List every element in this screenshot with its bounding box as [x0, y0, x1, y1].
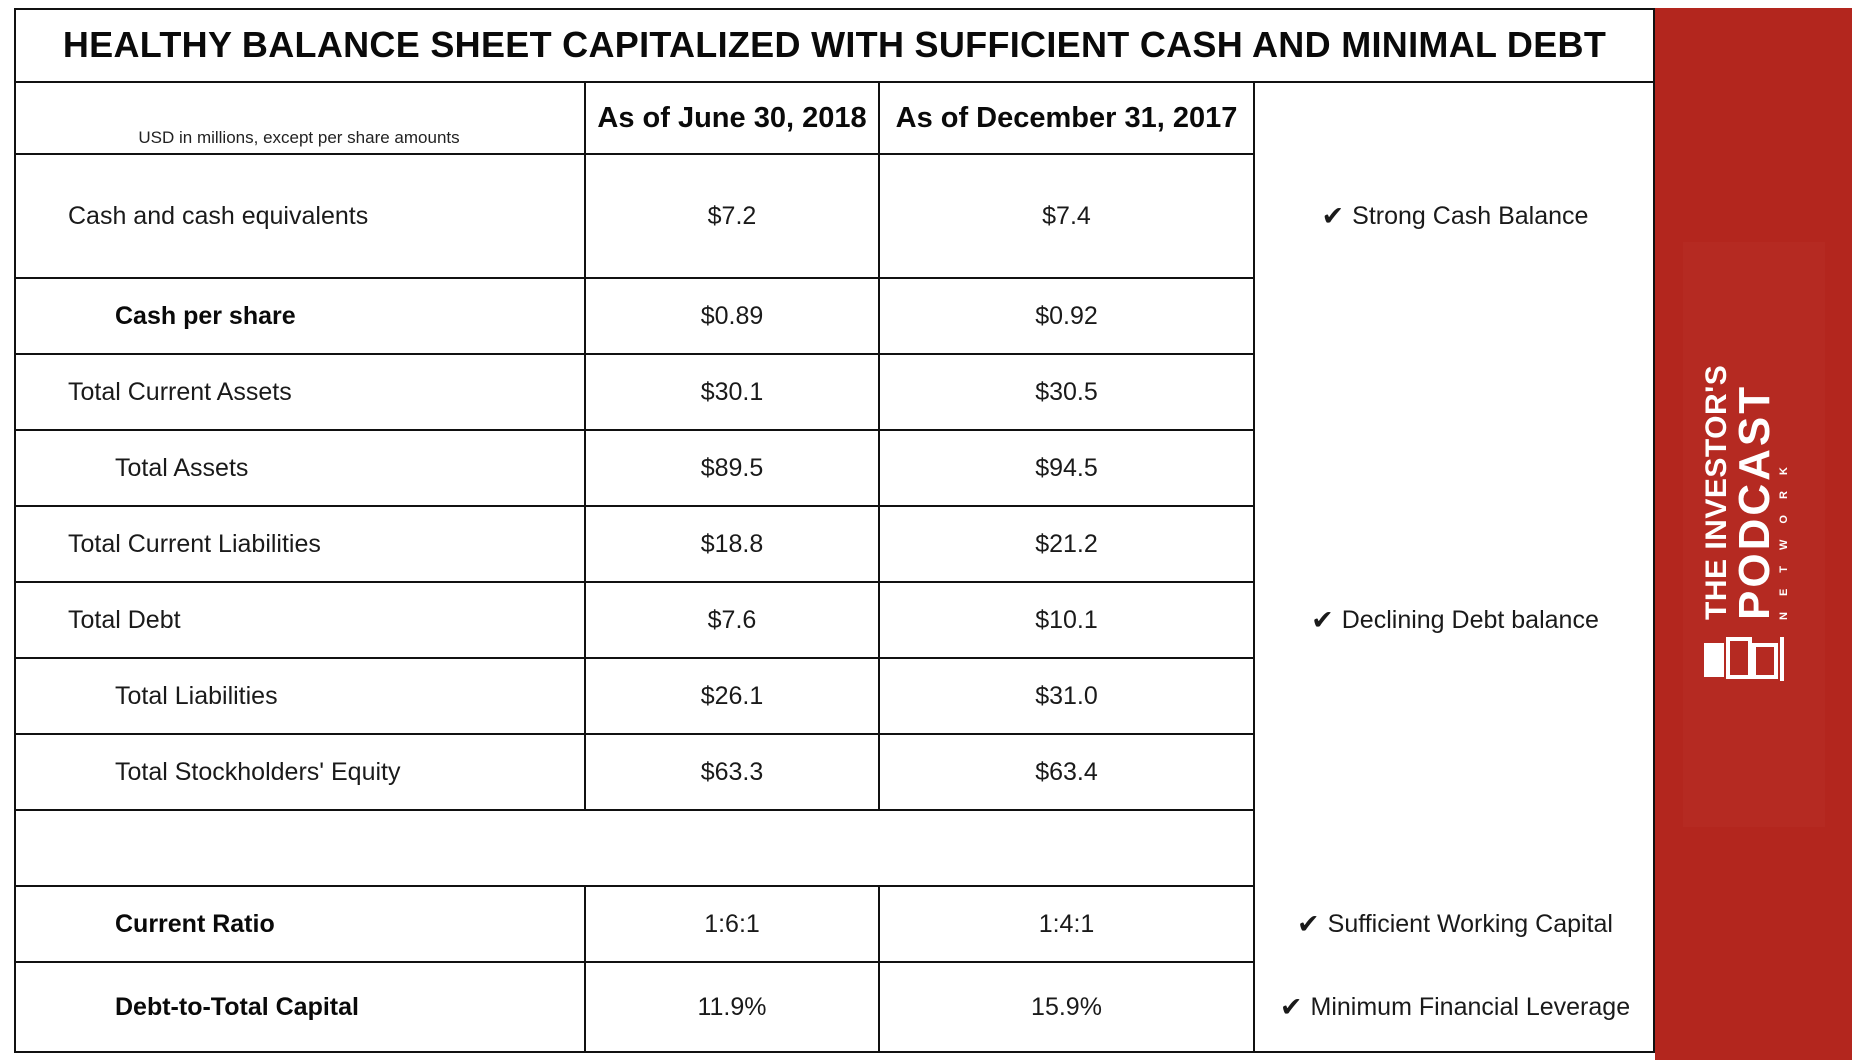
row-value-2017: $31.0 [1035, 681, 1098, 710]
row-value-2017: 15.9% [1031, 992, 1102, 1021]
column-header-june-2018: As of June 30, 2018 [597, 101, 867, 134]
row-value-2017: $7.4 [1042, 201, 1091, 230]
row-value-2018: $18.8 [700, 529, 764, 558]
note-text: Strong Cash Balance [1352, 201, 1589, 230]
row-value-2017: $63.4 [1035, 757, 1098, 786]
checkmark-icon: ✔ [1297, 908, 1320, 939]
row-divider [14, 429, 1255, 431]
row-value-2018: $63.3 [700, 757, 764, 786]
row-label: Total Stockholders' Equity [115, 757, 401, 786]
row-divider [14, 581, 1255, 583]
row-divider [14, 961, 1255, 963]
brand-line-2: PODCAST [1730, 383, 1779, 620]
note-text: Minimum Financial Leverage [1310, 992, 1631, 1021]
table-title: HEALTHY BALANCE SHEET CAPITALIZED WITH S… [62, 24, 1607, 65]
brand-line-1: THE INVESTOR'S [1700, 364, 1733, 620]
row-value-2018: $30.1 [700, 377, 764, 406]
row-label: Total Current Assets [68, 377, 292, 406]
podcast-logo-icon [1704, 637, 1784, 681]
row-divider [14, 733, 1255, 735]
row-divider [14, 885, 1255, 887]
row-value-2018: $89.5 [700, 453, 764, 482]
note-text: Declining Debt balance [1341, 605, 1599, 634]
row-value-2017: $94.5 [1035, 453, 1098, 482]
checkmark-icon: ✔ [1279, 991, 1303, 1022]
row-value-2017: 1:4:1 [1038, 909, 1095, 938]
column-divider [584, 885, 586, 1053]
units-note: USD in millions, except per share amount… [138, 128, 460, 147]
row-label: Debt-to-Total Capital [115, 992, 359, 1021]
row-value-2018: 11.9% [697, 992, 767, 1021]
row-value-2018: $26.1 [700, 681, 764, 710]
row-divider [14, 657, 1255, 659]
header-divider [14, 153, 1255, 155]
row-value-2018: $7.2 [707, 201, 757, 230]
brand-panel [1655, 8, 1852, 1060]
column-divider [878, 81, 880, 809]
brand-badge [1683, 242, 1825, 827]
row-label: Total Liabilities [115, 681, 278, 710]
row-value-2018: 1:6:1 [704, 909, 760, 938]
note-financial-leverage: ✔ Minimum Financial Leverage [1255, 963, 1655, 1051]
row-divider [14, 353, 1255, 355]
row-divider [14, 277, 1255, 279]
row-divider [14, 809, 1255, 811]
column-header-dec-2017: As of December 31, 2017 [895, 101, 1238, 134]
row-label: Current Ratio [115, 909, 275, 938]
column-divider [584, 81, 586, 809]
checkmark-icon: ✔ [1321, 200, 1345, 231]
row-label: Total Assets [115, 453, 249, 482]
row-divider [14, 505, 1255, 507]
note-strong-cash: ✔ Strong Cash Balance [1255, 155, 1655, 277]
note-declining-debt: ✔ Declining Debt balance [1255, 583, 1655, 657]
note-text: Sufficient Working Capital [1327, 909, 1613, 938]
row-value-2017: $21.2 [1035, 529, 1098, 558]
row-label: Cash per share [115, 301, 296, 330]
note-working-capital: ✔ Sufficient Working Capital [1255, 887, 1655, 961]
row-label: Total Debt [68, 605, 181, 634]
column-divider [1253, 81, 1255, 1053]
table-frame [14, 8, 1655, 1053]
row-value-2018: $0.89 [700, 301, 764, 330]
row-value-2017: $10.1 [1035, 605, 1098, 634]
row-value-2017: $30.5 [1035, 377, 1098, 406]
row-label: Total Current Liabilities [68, 529, 321, 558]
row-label: Cash and cash equivalents [68, 201, 369, 230]
row-value-2017: $0.92 [1035, 301, 1098, 330]
checkmark-icon: ✔ [1311, 604, 1334, 635]
row-value-2018: $7.6 [707, 605, 757, 634]
column-divider [878, 885, 880, 1053]
title-divider [14, 81, 1655, 83]
